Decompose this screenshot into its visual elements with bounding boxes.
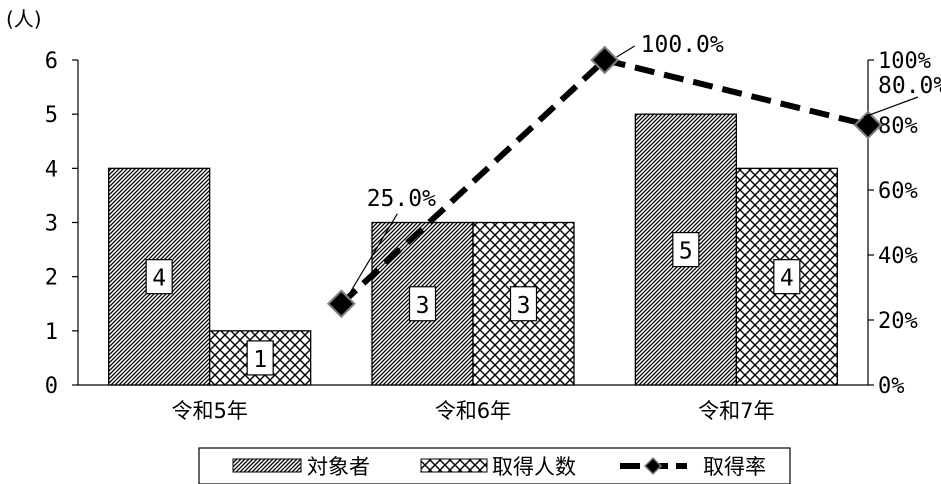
bar-target-value-label: 5 [679,239,693,265]
rate-line [326,45,883,319]
right-axis-tick-label: 40% [878,244,918,269]
right-axis-tick-label: 60% [878,179,918,204]
rate-marker [326,289,356,319]
left-axis-tick-label: 4 [45,157,58,182]
left-axis-unit-label: (人) [6,7,42,31]
rate-marker [590,45,620,75]
legend-swatch-target [232,458,302,473]
bar-acquired-value-label: 3 [517,293,531,319]
bars [108,113,838,386]
bar-target-value-label-box [672,231,700,268]
x-axis-category-label: 令和6年 [435,399,511,423]
rate-label-leader [616,45,635,58]
x-axis-category-label: 令和7年 [698,399,774,423]
bar-acquired-value-label: 4 [780,266,794,292]
left-axis-tick-label: 3 [45,212,58,237]
legend-label-acquired: 取得人数 [492,455,576,479]
bar-target-value-label: 3 [416,293,430,319]
left-axis-tick-label: 2 [45,266,58,291]
bar-acquired-value-label: 1 [253,347,267,373]
bar-acquired-value-label-box [509,286,538,322]
x-axis-category-label: 令和5年 [171,399,247,423]
right-axis-tick-label: 100% [878,49,931,74]
legend-frame [198,447,791,484]
legend-swatch-acquired [420,458,488,473]
right-axis-tick-label: 0% [878,374,905,399]
left-axis-tick-label: 6 [45,49,58,74]
bar-target-value-label-box [408,286,437,322]
data-labels: 4 1 3 3 5 4 25.0% 100.0% 80.0% [145,32,941,376]
rate-label-leader [348,213,398,295]
left-axis-tick-label: 0 [45,374,58,399]
legend: 対象者 取得人数 取得率 [198,447,791,484]
legend-marker-rate [643,456,663,476]
rate-label-leader [863,96,919,118]
bar-target-value-label: 4 [152,266,166,292]
left-axis-tick-label: 1 [45,320,58,345]
rate-marker [853,110,883,140]
legend-label-rate: 取得率 [703,455,766,479]
left-axis-tick-label: 5 [45,103,58,128]
right-axis-tick-label: 20% [878,309,918,334]
rate-value-label: 80.0% [878,73,941,99]
rate-value-label: 100.0% [641,32,724,58]
bar-acquired-value-label-box [773,259,801,295]
rate-value-label: 25.0% [367,186,436,212]
bar-target-value-label-box [145,259,173,295]
bar-acquired-value-label-box [246,340,274,376]
right-axis-tick-label: 80% [878,114,918,139]
legend-label-target: 対象者 [307,455,370,479]
